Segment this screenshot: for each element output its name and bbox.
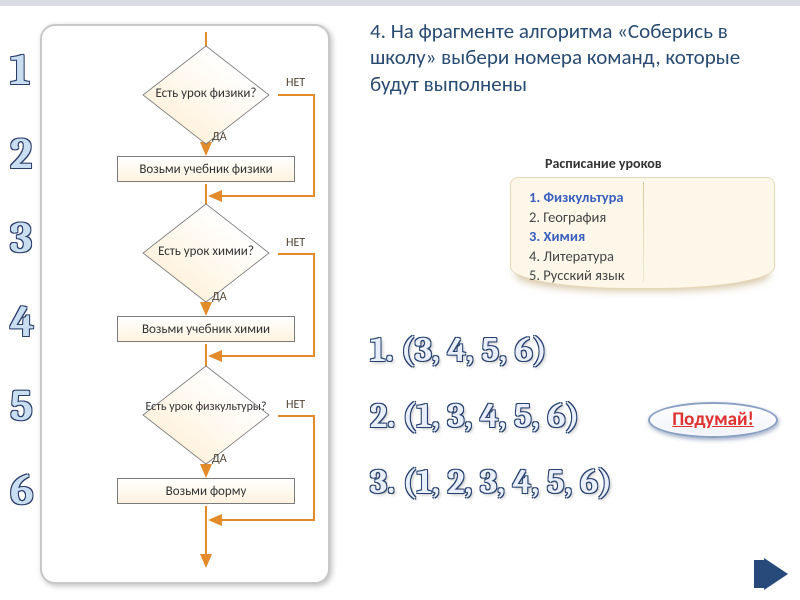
step-num-2: 2: [10, 132, 34, 176]
answer-option-2[interactable]: 2. (1, 3, 4, 5, 6): [370, 396, 612, 436]
next-slide-button[interactable]: [764, 558, 788, 590]
step-numbers: 1 2 3 4 5 6: [10, 48, 34, 552]
label-no-2: НЕТ: [286, 236, 305, 250]
answer-option-3[interactable]: 3. (1, 2, 3, 4, 5, 6): [370, 462, 612, 502]
schedule-item-5: 5. Русский язык: [529, 266, 758, 286]
decision-pe: Есть урок физкультуры?: [132, 388, 280, 442]
step-num-3: 3: [10, 216, 34, 260]
slide-top-border: [0, 0, 800, 6]
action-take-physics: Возьми учебник физики: [117, 156, 295, 182]
label-no-3: НЕТ: [286, 398, 305, 412]
label-yes-2: ДА: [212, 290, 227, 304]
schedule-item-1: 1. Физкультура: [529, 188, 758, 208]
decision-pe-label: Есть урок физкультуры?: [132, 400, 280, 414]
decision-chemistry-label: Есть урок химии?: [132, 244, 280, 259]
decision-physics-label: Есть урок физики?: [132, 86, 280, 101]
schedule-item-4: 4. Литература: [529, 247, 758, 267]
action-take-chemistry: Возьми учебник химии: [117, 316, 295, 342]
step-num-4: 4: [10, 300, 34, 344]
answer-options: 1. (3, 4, 5, 6) 2. (1, 3, 4, 5, 6) 3. (1…: [370, 330, 612, 528]
schedule-item-3: 3. Химия: [529, 227, 758, 247]
decision-physics: Есть урок физики?: [132, 68, 280, 122]
schedule-book: Расписание уроков 1. Физкультура 2. Геог…: [505, 155, 775, 289]
question-text: 4. На фрагменте алгоритма «Соберись в шк…: [370, 18, 780, 97]
schedule-page: 1. Физкультура 2. География 3. Химия 4. …: [510, 177, 775, 289]
decision-chemistry: Есть урок химии?: [132, 226, 280, 280]
schedule-title: Расписание уроков: [545, 155, 775, 172]
schedule-item-2: 2. География: [529, 208, 758, 228]
step-num-1: 1: [10, 48, 34, 92]
label-yes-3: ДА: [212, 452, 227, 466]
label-no-1: НЕТ: [286, 76, 305, 90]
answer-option-1[interactable]: 1. (3, 4, 5, 6): [370, 330, 612, 370]
action-take-uniform: Возьми форму: [117, 478, 295, 504]
flowchart-panel: Есть урок физики? Возьми учебник физики …: [40, 24, 330, 584]
label-yes-1: ДА: [212, 130, 227, 144]
step-num-6: 6: [10, 468, 34, 512]
hint-bubble[interactable]: Подумай!: [648, 402, 778, 438]
step-num-5: 5: [10, 384, 34, 428]
